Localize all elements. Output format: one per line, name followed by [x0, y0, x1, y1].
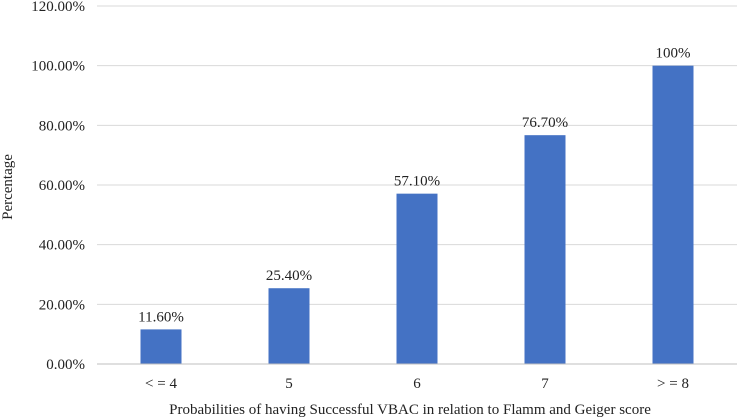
x-tick-label: < = 4 [145, 376, 177, 392]
bar [140, 329, 182, 364]
y-tick-label: 100.00% [31, 59, 85, 75]
x-tick-label: 7 [541, 376, 549, 392]
data-label: 25.40% [266, 268, 312, 284]
data-label: 11.60% [138, 309, 184, 325]
y-tick-label: 40.00% [39, 238, 85, 254]
gridlines [97, 5, 737, 305]
y-tick-label: 0.00% [46, 357, 85, 373]
x-tick-label: > = 8 [657, 376, 689, 392]
data-label: 76.70% [522, 115, 568, 131]
y-axis-title: Percentage [0, 154, 16, 220]
bar [524, 135, 566, 364]
y-tick-label: 80.00% [39, 118, 85, 134]
x-tick-label: 5 [285, 376, 293, 392]
data-labels: 11.60% 25.40% 57.10% 76.70% 100% [138, 46, 690, 326]
bar [268, 288, 310, 364]
axes: 0.00% 20.00% 40.00% 60.00% 80.00% 100.00% 120.… [31, 0, 737, 392]
x-tick-label: 6 [413, 376, 421, 392]
bar [652, 65, 694, 365]
bars [140, 65, 694, 365]
data-label: 100% [656, 46, 691, 62]
bar [396, 193, 438, 364]
y-tick-label: 60.00% [39, 178, 85, 194]
y-tick-label: 120.00% [31, 0, 85, 15]
data-label: 57.10% [394, 174, 440, 190]
y-tick-label: 20.00% [39, 297, 85, 313]
x-axis-title: Probabilities of having Successful VBAC … [169, 402, 651, 418]
